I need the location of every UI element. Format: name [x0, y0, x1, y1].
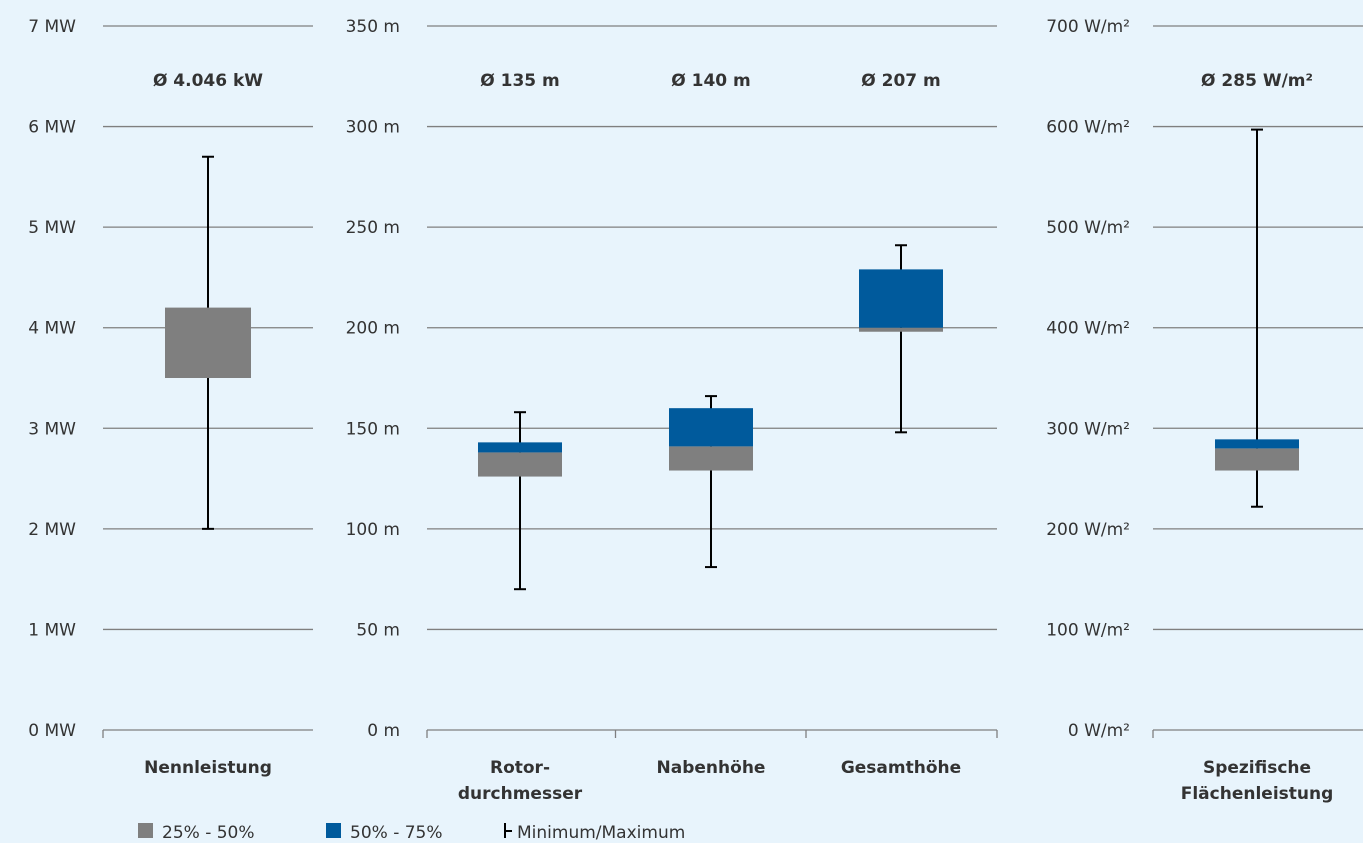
y-tick-label: 3 MW [28, 419, 76, 439]
y-tick-label: 300 W/m² [1046, 419, 1130, 439]
average-label: Ø 4.046 kW [153, 71, 263, 91]
y-tick-label: 0 MW [28, 721, 76, 741]
box-1-0: Ø 135 m Rotor-durchmesser [458, 71, 583, 804]
category-label: Gesamthöhe [841, 758, 961, 778]
legend-swatch-lower [138, 823, 153, 838]
y-tick-label: 500 W/m² [1046, 218, 1130, 238]
y-tick-label: 150 m [346, 419, 400, 439]
box-0-0: Ø 4.046 kW Nennleistung [144, 71, 272, 778]
y-tick-label: 7 MW [28, 17, 76, 37]
y-tick-label: 100 W/m² [1046, 620, 1130, 640]
category-label: Flächenleistung [1181, 784, 1334, 804]
y-tick-label: 400 W/m² [1046, 319, 1130, 339]
y-tick-label: 600 W/m² [1046, 118, 1130, 138]
box-upper-quartile [1215, 439, 1299, 449]
category-label: Spezifische [1203, 758, 1311, 778]
y-tick-label: 100 m [346, 520, 400, 540]
average-label: Ø 285 W/m² [1201, 71, 1313, 91]
y-tick-label: 350 m [346, 17, 400, 37]
legend-label-upper: 50% - 75% [350, 823, 443, 843]
y-tick-label: 1 MW [28, 620, 76, 640]
y-tick-label: 0 W/m² [1068, 721, 1130, 741]
box-lower-quartile [478, 452, 562, 477]
y-tick-label: 200 W/m² [1046, 520, 1130, 540]
y-tick-label: 300 m [346, 118, 400, 138]
box-lower-quartile [859, 327, 943, 332]
y-tick-label: 200 m [346, 319, 400, 339]
category-label: Nabenhöhe [657, 758, 766, 778]
legend-label-minmax: Minimum/Maximum [517, 823, 685, 843]
chart-panels: 0 MW 1 MW 2 MW 3 MW 4 MW 5 MW 6 MW 7 MW Ø 4.046 … [28, 17, 1363, 804]
category-label: Rotor- [490, 758, 550, 778]
average-label: Ø 140 m [671, 71, 751, 91]
box-upper-quartile [478, 442, 562, 453]
panel-m: 0 m 50 m 100 m 150 m 200 m 250 m 300 m 350 m Ø 1… [346, 17, 998, 804]
box-1-1: Ø 140 m Nabenhöhe [657, 71, 766, 778]
y-tick-label: 5 MW [28, 218, 76, 238]
y-tick-label: 700 W/m² [1046, 17, 1130, 37]
y-tick-label: 4 MW [28, 319, 76, 339]
category-label: durchmesser [458, 784, 583, 804]
box-upper-quartile [859, 269, 943, 328]
panel-mw: 0 MW 1 MW 2 MW 3 MW 4 MW 5 MW 6 MW 7 MW Ø 4.046 … [28, 17, 313, 778]
y-tick-label: 50 m [356, 620, 400, 640]
y-tick-label: 6 MW [28, 118, 76, 138]
average-label: Ø 207 m [861, 71, 941, 91]
y-tick-label: 250 m [346, 218, 400, 238]
box-1-2: Ø 207 m Gesamthöhe [841, 71, 961, 778]
category-label: Nennleistung [144, 758, 272, 778]
legend-swatch-upper [326, 823, 341, 838]
box-lower-quartile [165, 307, 251, 378]
legend-label-lower: 25% - 50% [162, 823, 255, 843]
whisker-glyph-icon [504, 823, 512, 838]
panel-wm: 0 W/m² 100 W/m² 200 W/m² 300 W/m² 400 W/m² 50… [1046, 17, 1363, 804]
y-tick-label: 0 m [367, 721, 400, 741]
box-upper-quartile [669, 408, 753, 447]
box-2-0: Ø 285 W/m² Spezifische Flächenleistung [1181, 71, 1334, 804]
box-lower-quartile [669, 446, 753, 471]
legend: 25% - 50% 50% - 75% Minimum/Maximum [138, 823, 685, 843]
y-tick-label: 2 MW [28, 520, 76, 540]
average-label: Ø 135 m [480, 71, 560, 91]
box-lower-quartile [1215, 448, 1299, 471]
